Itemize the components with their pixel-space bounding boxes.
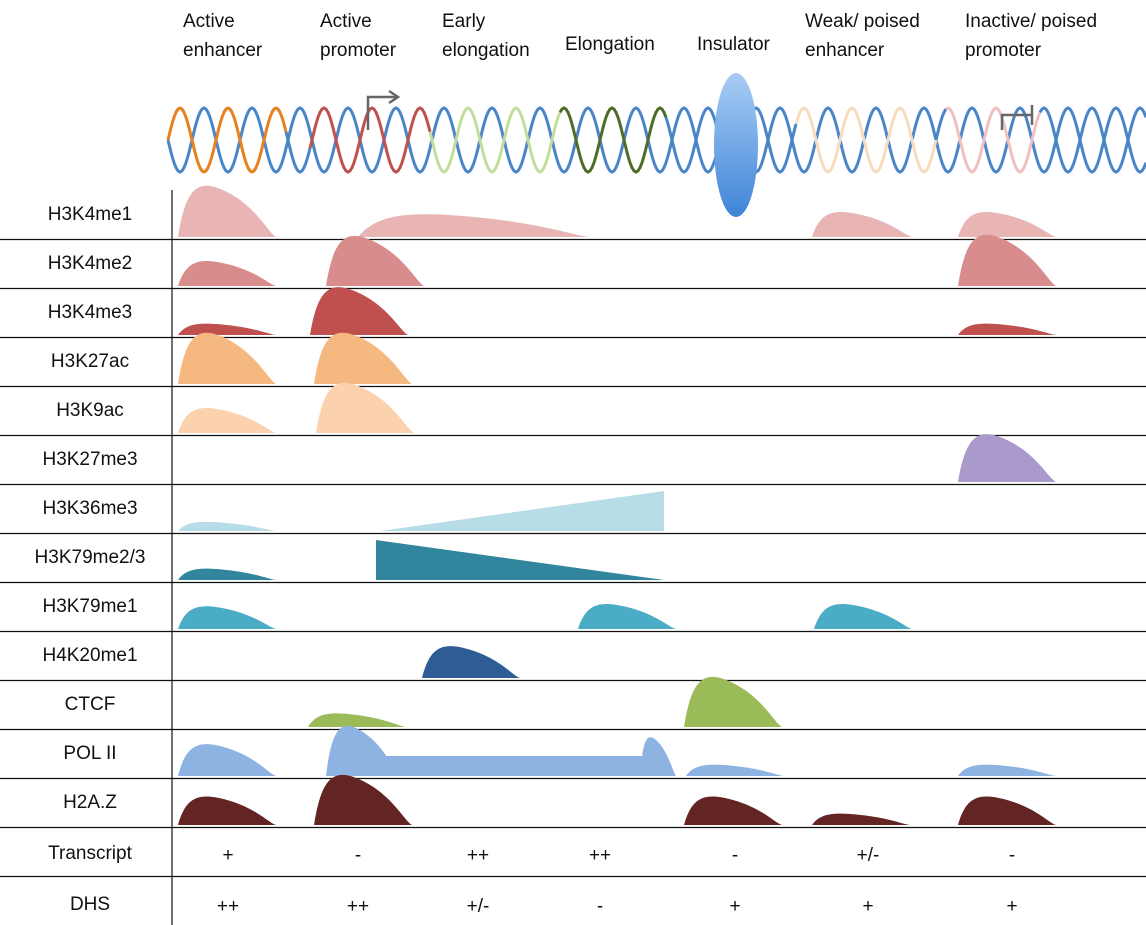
signal-peak [958, 796, 1056, 825]
insulator-shape [714, 73, 758, 217]
cell-value: +/- [467, 896, 490, 917]
row-label: H3K27me3 [42, 449, 137, 470]
row-label: POL II [63, 743, 116, 764]
dna-strand [308, 106, 432, 174]
cell-value: + [222, 845, 233, 866]
signal-bar [370, 756, 650, 776]
column-header: enhancer [805, 40, 885, 61]
dna-strand [284, 131, 312, 174]
row-label: H3K36me3 [42, 498, 137, 519]
column-header: promoter [965, 40, 1042, 61]
poised-promoter-symbol [1000, 105, 1034, 130]
dna-strands [166, 106, 1146, 174]
cell-value: + [729, 896, 740, 917]
signal-peak [814, 603, 912, 629]
row-label: H3K27ac [51, 351, 129, 372]
signal-peak [178, 796, 276, 825]
column-header: Active [320, 11, 372, 32]
dna-strand [558, 106, 668, 174]
dna-strand [428, 106, 562, 174]
signal-peak [326, 235, 424, 286]
signal-ramp [376, 540, 664, 580]
row-label: H3K4me3 [48, 302, 133, 323]
signal-peak [812, 211, 912, 237]
cell-value: + [862, 896, 873, 917]
signal-peak [812, 813, 910, 825]
cell-value: ++ [467, 845, 489, 866]
dna-strand [166, 106, 1146, 174]
signal-peak [958, 234, 1056, 286]
column-header: Insulator [697, 34, 771, 55]
signal-peak [684, 796, 782, 825]
cell-value: - [355, 845, 361, 866]
signal-ramp [380, 491, 664, 531]
signal-peak [310, 287, 408, 335]
signal-peak [178, 185, 276, 237]
signal-peak [358, 214, 590, 237]
signal-peak [178, 521, 276, 531]
row-label: H3K4me1 [48, 204, 133, 225]
signal-peak [314, 774, 412, 825]
row-label: H4K20me1 [42, 645, 137, 666]
row-label: H3K79me1 [42, 596, 137, 617]
dna-strand [166, 106, 288, 174]
signal-peak [686, 764, 784, 776]
dna-strand [1038, 106, 1146, 174]
column-header: Weak/ poised [805, 11, 920, 32]
cell-value: - [1009, 845, 1015, 866]
signal-peak [958, 211, 1056, 237]
signal-peak [308, 713, 406, 727]
column-header: Active [183, 11, 235, 32]
row-label: H3K79me2/3 [35, 547, 146, 568]
column-header: promoter [320, 40, 397, 61]
column-header: Elongation [565, 34, 655, 55]
cell-value: - [732, 845, 738, 866]
signal-peak [178, 323, 276, 335]
signal-peak [178, 260, 276, 286]
column-header: elongation [442, 40, 530, 61]
signal-peak [958, 434, 1056, 482]
signal-peak [314, 332, 412, 384]
row-label: H3K4me2 [48, 253, 133, 274]
cell-value: ++ [347, 896, 369, 917]
promoter-arrow [366, 89, 401, 130]
column-header: Inactive/ poised [965, 11, 1097, 32]
dna-strand [945, 106, 1042, 174]
signal-peak [316, 382, 414, 433]
cell-value: + [1006, 896, 1017, 917]
row-label: Transcript [48, 843, 132, 864]
cell-value: ++ [217, 896, 239, 917]
cell-value: +/- [857, 845, 880, 866]
signal-peak [178, 407, 276, 433]
signal-peak [178, 332, 276, 384]
signal-peak [958, 764, 1056, 776]
row-label: H2A.Z [63, 792, 117, 813]
signal-peak [578, 603, 676, 629]
dna-strand [934, 108, 948, 141]
signal-peak [684, 676, 782, 727]
row-label: DHS [70, 894, 110, 915]
signal-peak [178, 606, 276, 629]
signal-peak [958, 323, 1056, 335]
column-header: Early [442, 11, 486, 32]
column-header: enhancer [183, 40, 263, 61]
dna-strand [794, 106, 938, 174]
cell-value: ++ [589, 845, 611, 866]
signal-peak [178, 568, 276, 580]
signal-peak [178, 744, 276, 776]
cell-value: - [597, 896, 603, 917]
signal-peak [422, 646, 520, 678]
row-label: CTCF [65, 694, 116, 715]
row-label: H3K9ac [56, 400, 124, 421]
